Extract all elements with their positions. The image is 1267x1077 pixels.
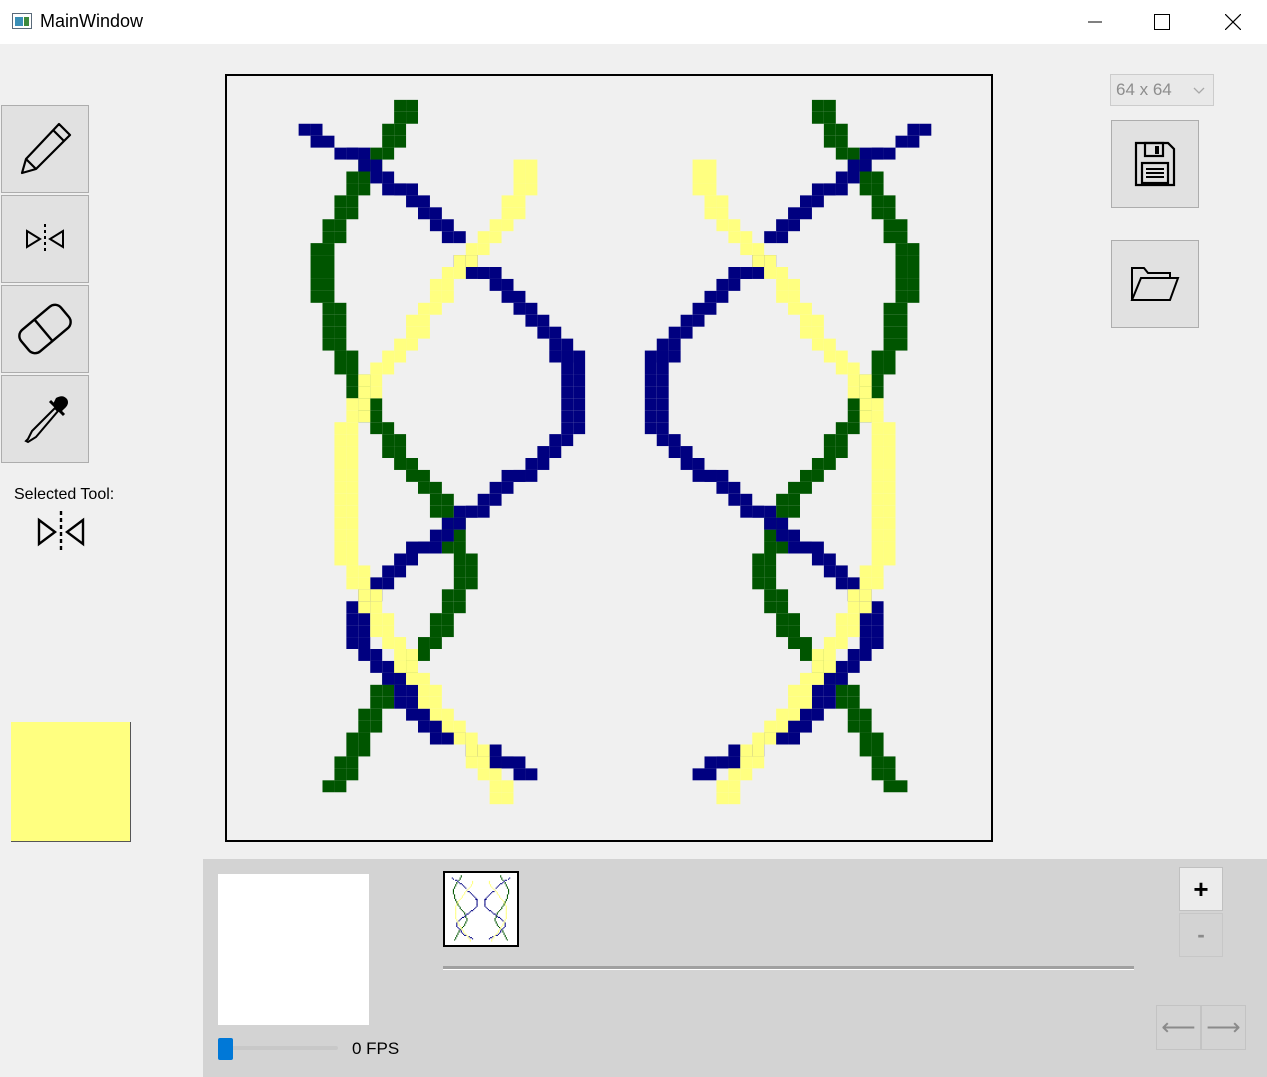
- chevron-down-icon: [1193, 75, 1205, 115]
- animation-preview: [218, 874, 369, 1025]
- eraser-icon: [18, 303, 72, 355]
- frame-thumbnail-art: [451, 875, 511, 942]
- title-bar: MainWindow: [0, 0, 1267, 44]
- selected-tool-label: Selected Tool:: [14, 486, 115, 503]
- mirror-tool-button[interactable]: [1, 195, 89, 283]
- floppy-disk-icon: [1134, 141, 1176, 187]
- folder-open-icon: [1130, 267, 1180, 301]
- fps-slider-track[interactable]: [220, 1046, 338, 1050]
- open-button[interactable]: [1111, 240, 1199, 328]
- eyedropper-tool-button[interactable]: [1, 375, 89, 463]
- pixel-art: [298, 99, 932, 805]
- fps-slider-thumb[interactable]: [218, 1038, 233, 1060]
- canvas-size-select[interactable]: 64 x 64: [1110, 74, 1214, 106]
- close-button[interactable]: [1200, 0, 1266, 44]
- pencil-tool-button[interactable]: [1, 105, 89, 193]
- pencil-icon: [20, 122, 72, 175]
- eyedropper-icon: [24, 396, 68, 444]
- fps-label: 0 FPS: [352, 1039, 400, 1058]
- minimize-button[interactable]: [1062, 0, 1128, 44]
- close-icon: [1225, 14, 1241, 30]
- frame-thumbnail[interactable]: [443, 871, 519, 947]
- maximize-icon: [1154, 14, 1170, 30]
- save-button[interactable]: [1111, 120, 1199, 208]
- minimize-icon: [1088, 21, 1102, 23]
- mirror-icon: [26, 224, 64, 254]
- selected-tool-mirror-icon: [37, 511, 85, 553]
- maximize-button[interactable]: [1129, 0, 1195, 44]
- prev-frame-button[interactable]: ⟵: [1156, 1005, 1201, 1050]
- next-frame-button[interactable]: ⟶: [1201, 1005, 1246, 1050]
- selected-color-swatch[interactable]: [11, 722, 131, 842]
- window-title: MainWindow: [40, 11, 144, 31]
- canvas-size-value: 64 x 64: [1116, 80, 1172, 99]
- add-frame-button[interactable]: +: [1179, 867, 1223, 911]
- remove-frame-button[interactable]: -: [1179, 913, 1223, 957]
- drawing-canvas[interactable]: [225, 74, 993, 842]
- timeline-scrollbar[interactable]: [443, 966, 1134, 970]
- app-icon: [12, 13, 32, 29]
- eraser-tool-button[interactable]: [1, 285, 89, 373]
